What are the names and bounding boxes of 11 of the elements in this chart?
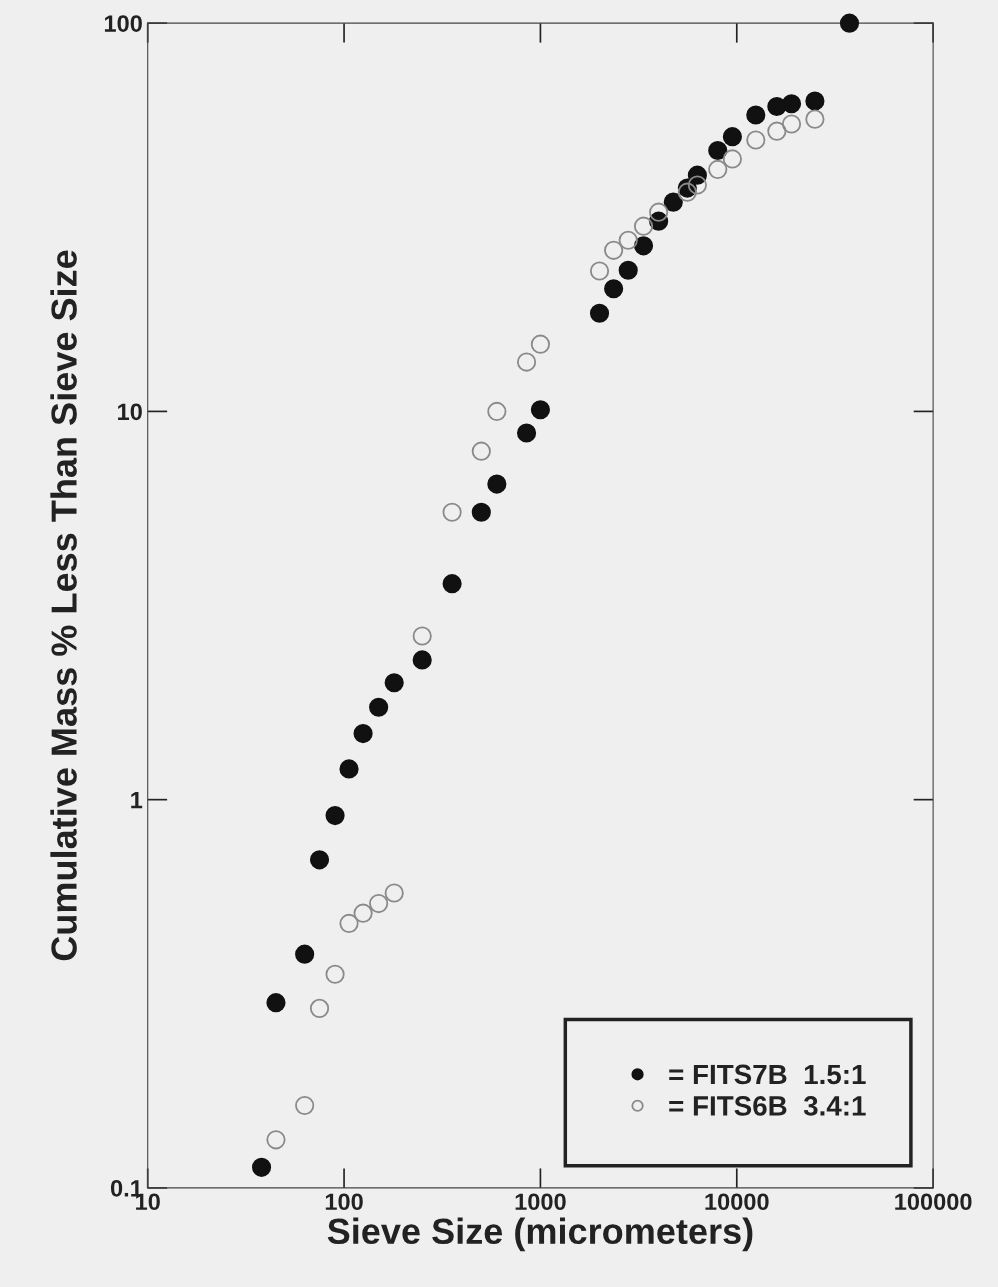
legend-label: = FITS7B 1.5:1 [669, 1064, 866, 1085]
x-tick-label: 10000 [705, 1193, 769, 1211]
x-tick-label: 1000 [515, 1193, 566, 1211]
legend-label: = FITS6B 3.4:1 [669, 1096, 866, 1116]
x-tick-label: 100000 [895, 1193, 972, 1211]
y-tick-label: 10 [118, 403, 142, 421]
y-axis-title: Cumulative Mass % Less Than Sieve Size [50, 250, 77, 961]
y-tick-label: 1 [131, 791, 143, 809]
x-axis-title: Sieve Size (micrometers) [327, 1217, 753, 1252]
x-tick-label: 100 [325, 1193, 363, 1211]
y-tick-label: 100 [104, 15, 142, 32]
